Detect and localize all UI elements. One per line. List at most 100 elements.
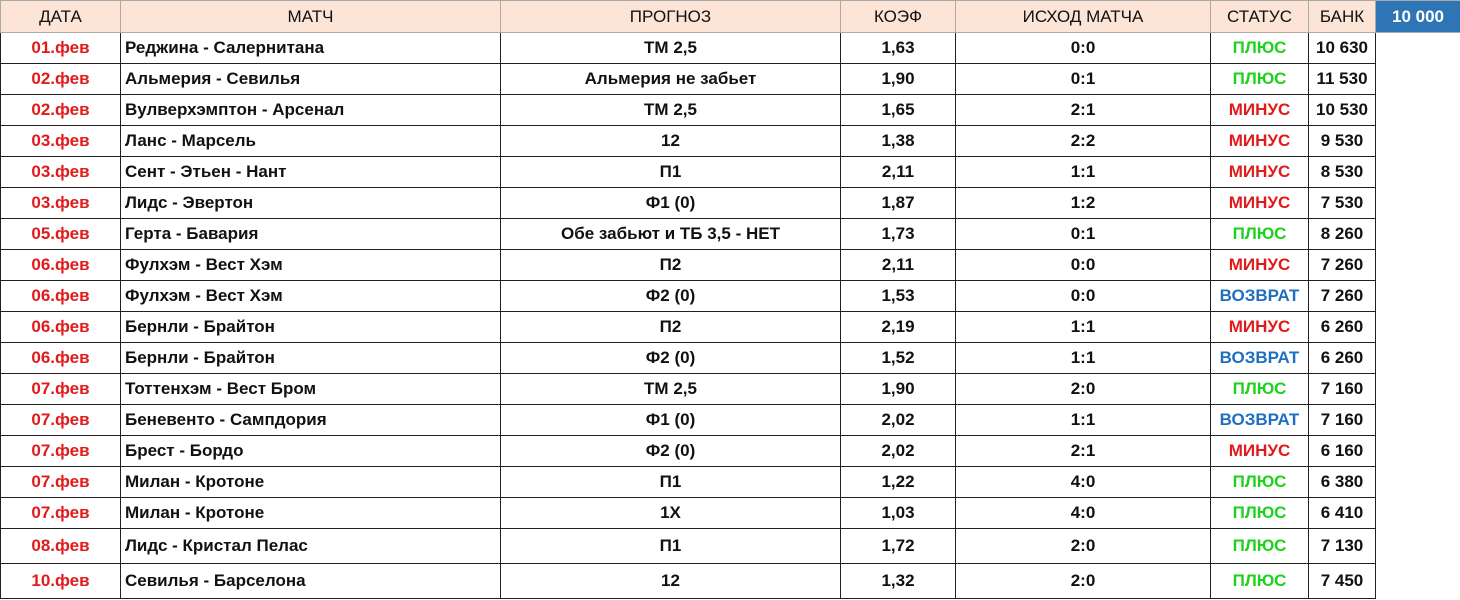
data-row: 03.фев Лидс - Эвертон Ф1 (0) 1,87 1:2 МИНУС 7 …: [0, 187, 1460, 219]
date-cell: 03.фев: [0, 187, 121, 219]
match-cell: Тоттенхэм - Вест Бром: [120, 373, 501, 405]
match-cell: Милан - Кротоне: [120, 497, 501, 529]
data-row: 07.фев Милан - Кротоне П1 1,22 4:0 ПЛЮС 6 380: [0, 466, 1460, 498]
status-cell: ПЛЮС: [1210, 528, 1309, 564]
match-cell: Герта - Бавария: [120, 218, 501, 250]
status-cell: ВОЗВРАТ: [1210, 404, 1309, 436]
data-row: 06.фев Фулхэм - Вест Хэм П2 2,11 0:0 МИНУС 7 2…: [0, 249, 1460, 281]
status-cell: МИНУС: [1210, 94, 1309, 126]
match-cell: Лидс - Кристал Пелас: [120, 528, 501, 564]
result-cell: 2:0: [955, 563, 1211, 599]
empty-cell: [1375, 218, 1460, 250]
status-cell: МИНУС: [1210, 156, 1309, 188]
bank-cell: 6 380: [1308, 466, 1376, 498]
match-cell: Бернли - Брайтон: [120, 311, 501, 343]
result-cell: 1:1: [955, 311, 1211, 343]
header-cell: ПРОГНОЗ: [500, 0, 841, 33]
forecast-cell: П1: [500, 528, 841, 564]
empty-cell: [1375, 497, 1460, 529]
date-cell: 06.фев: [0, 311, 121, 343]
match-cell: Сент - Этьен - Нант: [120, 156, 501, 188]
bank-cell: 6 160: [1308, 435, 1376, 467]
bank-cell: 7 450: [1308, 563, 1376, 599]
date-cell: 07.фев: [0, 466, 121, 498]
result-cell: 0:1: [955, 218, 1211, 250]
status-cell: МИНУС: [1210, 311, 1309, 343]
odds-cell: 1,03: [840, 497, 956, 529]
forecast-cell: Ф2 (0): [500, 280, 841, 312]
header-cell: ИСХОД МАТЧА: [955, 0, 1211, 33]
bank-cell: 7 160: [1308, 373, 1376, 405]
status-cell: МИНУС: [1210, 435, 1309, 467]
data-row: 05.фев Герта - Бавария Обе забьют и ТБ 3,5…: [0, 218, 1460, 250]
match-cell: Фулхэм - Вест Хэм: [120, 249, 501, 281]
bank-cell: 6 260: [1308, 342, 1376, 374]
bank-cell: 7 260: [1308, 249, 1376, 281]
status-cell: ПЛЮС: [1210, 373, 1309, 405]
data-row: 06.фев Фулхэм - Вест Хэм Ф2 (0) 1,53 0:0 ВОЗВ…: [0, 280, 1460, 312]
odds-cell: 2,11: [840, 156, 956, 188]
result-cell: 1:1: [955, 404, 1211, 436]
odds-cell: 2,19: [840, 311, 956, 343]
forecast-cell: Ф2 (0): [500, 342, 841, 374]
empty-cell: [1375, 466, 1460, 498]
empty-cell: [1375, 32, 1460, 64]
odds-cell: 1,38: [840, 125, 956, 157]
header-cell: СТАТУС: [1210, 0, 1309, 33]
odds-cell: 1,52: [840, 342, 956, 374]
status-cell: МИНУС: [1210, 125, 1309, 157]
forecast-cell: П2: [500, 311, 841, 343]
forecast-cell: 12: [500, 563, 841, 599]
empty-cell: [1375, 373, 1460, 405]
result-cell: 2:1: [955, 94, 1211, 126]
date-cell: 01.фев: [0, 32, 121, 64]
header-row: ДАТА МАТЧ ПРОГНОЗ КОЭФ ИСХОД МАТЧА СТАТУС БАНК…: [0, 0, 1460, 33]
match-cell: Милан - Кротоне: [120, 466, 501, 498]
status-cell: ВОЗВРАТ: [1210, 342, 1309, 374]
status-cell: ВОЗВРАТ: [1210, 280, 1309, 312]
result-cell: 2:1: [955, 435, 1211, 467]
data-row: 06.фев Бернли - Брайтон Ф2 (0) 1,52 1:1 ВОЗВР…: [0, 342, 1460, 374]
data-row: 02.фев Альмерия - Севилья Альмерия не забь…: [0, 63, 1460, 95]
header-cell: БАНК: [1308, 0, 1376, 33]
bank-cell: 7 260: [1308, 280, 1376, 312]
result-cell: 1:1: [955, 156, 1211, 188]
date-cell: 08.фев: [0, 528, 121, 564]
empty-cell: [1375, 528, 1460, 564]
status-cell: МИНУС: [1210, 187, 1309, 219]
data-row: 01.фев Реджина - Салернитана ТМ 2,5 1,63 0:0…: [0, 32, 1460, 64]
forecast-cell: Обе забьют и ТБ 3,5 - НЕТ: [500, 218, 841, 250]
match-cell: Брест - Бордо: [120, 435, 501, 467]
empty-cell: [1375, 435, 1460, 467]
empty-cell: [1375, 156, 1460, 188]
forecast-cell: Ф1 (0): [500, 187, 841, 219]
match-cell: Вулверхэмптон - Арсенал: [120, 94, 501, 126]
match-cell: Ланс - Марсель: [120, 125, 501, 157]
date-cell: 06.фев: [0, 249, 121, 281]
empty-cell: [1375, 342, 1460, 374]
empty-cell: [1375, 404, 1460, 436]
status-cell: ПЛЮС: [1210, 563, 1309, 599]
date-cell: 03.фев: [0, 156, 121, 188]
empty-cell: [1375, 563, 1460, 599]
odds-cell: 1,90: [840, 373, 956, 405]
bank-cell: 11 530: [1308, 63, 1376, 95]
date-cell: 05.фев: [0, 218, 121, 250]
bank-cell: 10 630: [1308, 32, 1376, 64]
data-row: 06.фев Бернли - Брайтон П2 2,19 1:1 МИНУС 6 26…: [0, 311, 1460, 343]
odds-cell: 1,72: [840, 528, 956, 564]
date-cell: 02.фев: [0, 94, 121, 126]
date-cell: 07.фев: [0, 435, 121, 467]
result-cell: 1:1: [955, 342, 1211, 374]
empty-cell: [1375, 63, 1460, 95]
result-cell: 2:2: [955, 125, 1211, 157]
data-row: 02.фев Вулверхэмптон - Арсенал ТМ 2,5 1,65 2…: [0, 94, 1460, 126]
match-cell: Альмерия - Севилья: [120, 63, 501, 95]
status-cell: ПЛЮС: [1210, 218, 1309, 250]
result-cell: 0:1: [955, 63, 1211, 95]
data-row: 03.фев Ланс - Марсель 12 1,38 2:2 МИНУС 9 530: [0, 125, 1460, 157]
bank-cell: 7 160: [1308, 404, 1376, 436]
bank-cell: 10 530: [1308, 94, 1376, 126]
